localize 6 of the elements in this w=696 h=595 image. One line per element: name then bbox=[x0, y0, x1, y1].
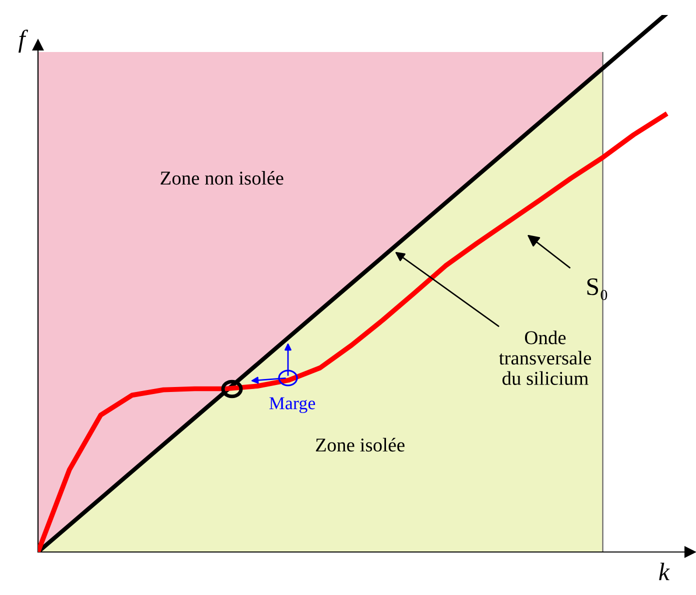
annotation: Onde transversale du silicium bbox=[499, 330, 592, 385]
x-axis-title: k bbox=[659, 562, 670, 580]
annotation: Zone isolée bbox=[316, 438, 404, 452]
annotation: Zone non isolée bbox=[160, 171, 284, 185]
y-axis-title: f bbox=[18, 30, 28, 53]
annotation: Marge bbox=[269, 397, 316, 414]
